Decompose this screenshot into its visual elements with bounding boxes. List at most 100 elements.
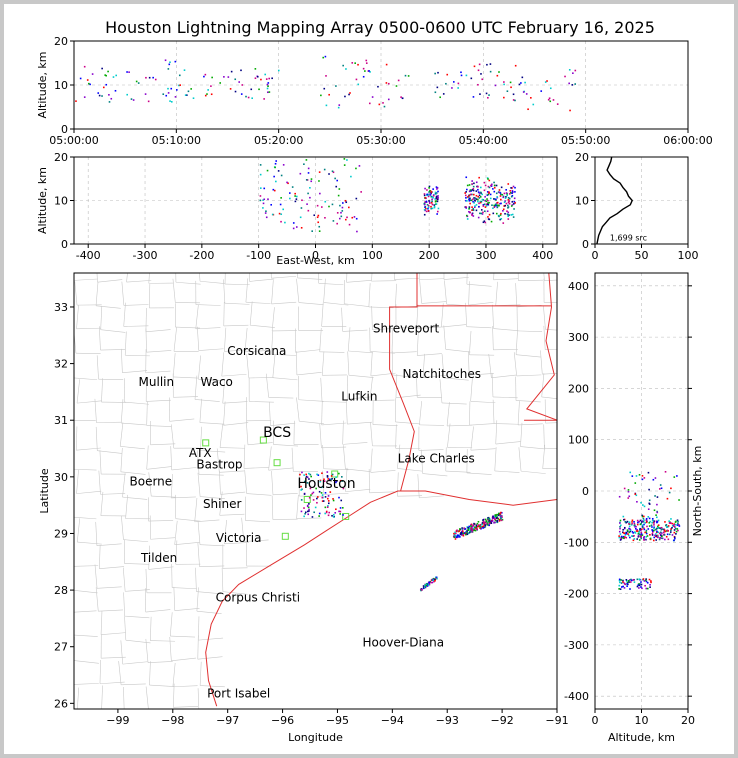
source-point (472, 198, 474, 201)
source-point (468, 206, 471, 208)
source-point (619, 581, 621, 584)
source-point (625, 531, 628, 534)
county-line (465, 302, 467, 327)
source-point (431, 203, 434, 206)
y-tick-label: 300 (568, 331, 589, 344)
source-point (332, 516, 335, 518)
source-point (280, 197, 282, 199)
county-line (243, 467, 269, 469)
source-point (479, 525, 481, 528)
source-point (327, 502, 330, 505)
county-line (323, 302, 349, 306)
source-point (295, 195, 298, 198)
source-point (527, 108, 529, 111)
source-point (206, 93, 208, 95)
source-point (456, 529, 458, 532)
source-point (667, 525, 670, 527)
panel-frame (73, 272, 558, 710)
source-point (407, 75, 410, 77)
county-line (320, 377, 323, 402)
source-point (652, 539, 655, 542)
county-line (150, 616, 152, 641)
source-point (266, 169, 269, 172)
source-point (618, 495, 621, 498)
source-point (637, 532, 640, 535)
source-point (479, 200, 481, 203)
city-label: Houston (297, 476, 355, 492)
county-line (197, 326, 200, 351)
source-point (479, 196, 482, 198)
source-point (493, 521, 495, 524)
county-line (198, 378, 224, 381)
source-point (641, 515, 644, 518)
source-point (341, 210, 344, 212)
source-point (475, 209, 478, 212)
source-point (496, 520, 499, 522)
source-point (493, 206, 496, 208)
county-line (347, 396, 373, 400)
source-point (659, 484, 662, 486)
county-line (95, 426, 98, 451)
county-line (270, 273, 272, 279)
source-point (644, 538, 647, 541)
source-point (126, 93, 129, 96)
county-line (219, 513, 245, 516)
source-point (429, 190, 431, 192)
source-point (321, 494, 324, 496)
source-point (262, 207, 264, 209)
source-point (661, 535, 663, 537)
source-point (659, 527, 661, 529)
source-point (633, 581, 636, 583)
county-line (318, 282, 344, 286)
source-point (656, 503, 658, 506)
source-point (630, 579, 633, 582)
source-point (348, 223, 351, 226)
city-label: BCS (263, 425, 291, 441)
source-point (643, 580, 646, 582)
county-line (541, 396, 557, 399)
source-point (309, 196, 311, 199)
county-line (296, 351, 298, 375)
source-point (307, 209, 310, 212)
source-point (490, 184, 492, 187)
source-point (465, 531, 468, 533)
y-tick-label: 0 (582, 238, 589, 251)
source-point (500, 518, 502, 520)
source-point (431, 200, 433, 203)
x-tick-label: 05:30:00 (356, 134, 405, 147)
source-point (499, 513, 501, 515)
source-point (462, 532, 464, 535)
source-point (635, 494, 638, 497)
source-point (395, 85, 398, 87)
source-point (424, 196, 427, 199)
source-point (432, 194, 435, 197)
source-point (564, 75, 566, 78)
source-point (490, 522, 493, 525)
source-point (265, 216, 268, 219)
source-point (639, 583, 641, 585)
county-line (200, 280, 225, 284)
source-point (300, 499, 303, 501)
source-point (210, 85, 212, 87)
source-point (511, 204, 514, 206)
source-point (148, 76, 151, 79)
source-point (498, 520, 501, 522)
county-line (321, 401, 323, 425)
source-point (646, 581, 649, 584)
y-tick-label: 20 (54, 151, 68, 164)
source-point (496, 206, 499, 209)
source-point (530, 97, 532, 99)
county-line (419, 424, 445, 426)
county-line (370, 352, 373, 376)
source-point (639, 519, 642, 522)
source-point (428, 187, 430, 189)
source-point (473, 206, 476, 208)
county-line (146, 401, 148, 426)
source-point (204, 94, 207, 97)
source-point (326, 475, 329, 477)
y-tick-label: 20 (54, 35, 68, 48)
source-point (331, 514, 333, 517)
source-point (478, 197, 481, 199)
city-label: Shreveport (373, 321, 440, 335)
source-point (512, 93, 515, 96)
